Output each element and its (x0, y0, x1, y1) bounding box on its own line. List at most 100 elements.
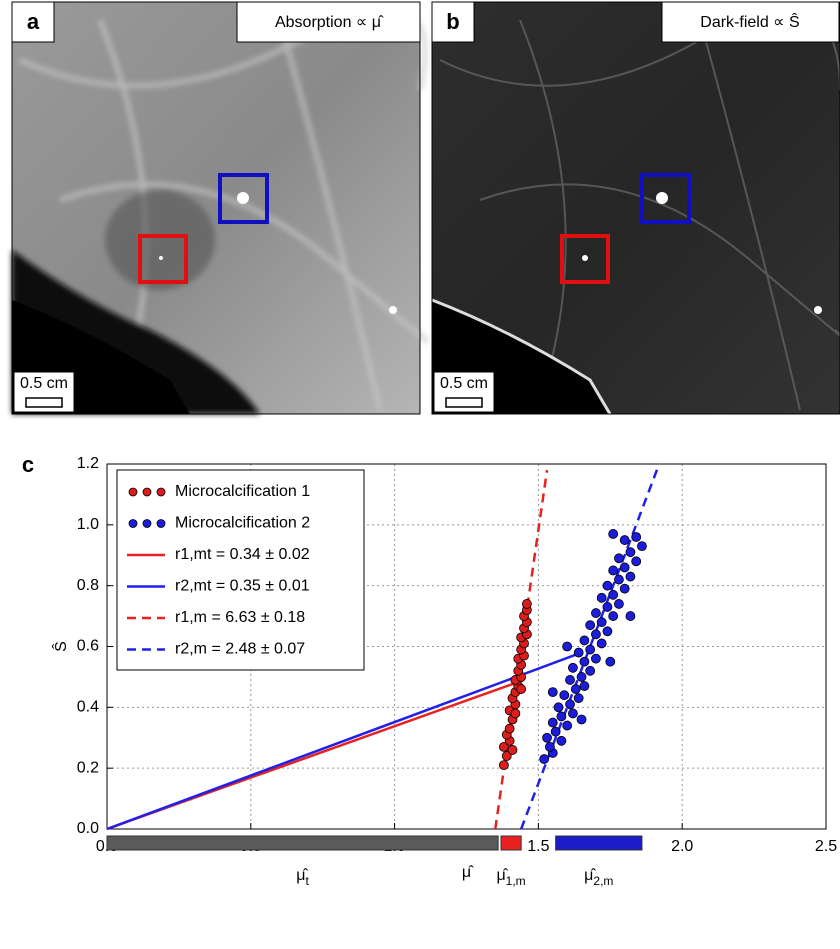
panel-label: a (27, 9, 40, 34)
point (545, 742, 554, 751)
point (568, 709, 577, 718)
range-label: μ̂t (296, 867, 309, 888)
point (580, 636, 589, 645)
point (551, 727, 560, 736)
range-label-sub: 2,m (593, 874, 613, 888)
point (597, 639, 606, 648)
legend-marker (157, 488, 165, 496)
x-tick-label: 2.5 (815, 838, 837, 855)
point (620, 584, 629, 593)
point (606, 657, 615, 666)
point (568, 663, 577, 672)
point (543, 733, 552, 742)
point (614, 554, 623, 563)
x-tick-label: 2.0 (671, 838, 693, 855)
point (540, 755, 549, 764)
panel-caption: Absorption ∝ μ̂ (275, 14, 384, 31)
point (586, 666, 595, 675)
point (637, 542, 646, 551)
point (632, 533, 641, 542)
y-tick-label: 0.6 (77, 638, 99, 655)
absorption-image (12, 2, 427, 414)
point (591, 609, 600, 618)
range-label-sub: t (306, 874, 310, 888)
point (597, 593, 606, 602)
scale-label: 0.5 cm (20, 375, 68, 392)
y-tick-label: 1.0 (77, 516, 99, 533)
legend-label: r1,mt = 0.34 ± 0.02 (175, 546, 310, 563)
point (548, 718, 557, 727)
legend-marker (143, 520, 151, 528)
point (597, 618, 606, 627)
point (609, 612, 618, 621)
point (508, 745, 517, 754)
point (557, 736, 566, 745)
point (626, 548, 635, 557)
point (566, 675, 575, 684)
x-tick-label: 1.5 (527, 838, 549, 855)
point (577, 715, 586, 724)
panel-caption: Dark-field ∝ Ŝ (700, 12, 799, 31)
point (499, 761, 508, 770)
point (580, 657, 589, 666)
legend-marker (143, 488, 151, 496)
point (626, 572, 635, 581)
legend-label: Microcalcification 2 (175, 515, 310, 532)
point (614, 599, 623, 608)
legend-marker (129, 488, 137, 496)
point (603, 581, 612, 590)
point (566, 700, 575, 709)
point (632, 557, 641, 566)
figure: a Absorption ∝ μ̂ 0.5 cm b Dark-field ∝ … (0, 0, 840, 944)
point (586, 645, 595, 654)
legend-marker (157, 520, 165, 528)
y-tick-label: 0.4 (77, 699, 99, 716)
point (517, 685, 526, 694)
dark-field-image (432, 2, 840, 414)
y-axis-label: Ŝ (51, 641, 70, 652)
y-tick-label: 1.2 (77, 455, 99, 472)
y-tick-label: 0.0 (77, 820, 99, 837)
point (574, 648, 583, 657)
point (563, 721, 572, 730)
point (614, 575, 623, 584)
point (620, 563, 629, 572)
range-bar (107, 836, 498, 850)
point (586, 621, 595, 630)
point (603, 602, 612, 611)
x-axis-label: μ̂ (462, 864, 474, 881)
panel-label: c (22, 452, 34, 477)
point (505, 724, 514, 733)
legend-label: r2,mt = 0.35 ± 0.01 (175, 578, 310, 595)
point (563, 642, 572, 651)
point (522, 599, 531, 608)
legend-marker (129, 520, 137, 528)
point (603, 627, 612, 636)
range-label-sub: 1,m (506, 874, 526, 888)
y-tick-label: 0.2 (77, 759, 99, 776)
legend-label: r1,m = 6.63 ± 0.18 (175, 609, 305, 626)
point (574, 694, 583, 703)
range-label: μ̂2,m (584, 867, 613, 888)
y-tick-label: 0.8 (77, 577, 99, 594)
legend-label: Microcalcification 1 (175, 483, 310, 500)
point (591, 630, 600, 639)
point (560, 691, 569, 700)
point (591, 654, 600, 663)
point (548, 688, 557, 697)
panel-label: b (446, 9, 459, 34)
point (511, 709, 520, 718)
point (577, 672, 586, 681)
range-bar (501, 836, 521, 850)
legend-label: r2,m = 2.48 ± 0.07 (175, 641, 305, 658)
range-label: μ̂1,m (496, 867, 525, 888)
scale-label: 0.5 cm (440, 375, 488, 392)
point (580, 682, 589, 691)
point (626, 612, 635, 621)
point (609, 566, 618, 575)
point (557, 712, 566, 721)
point (554, 703, 563, 712)
range-bar (556, 836, 642, 850)
point (609, 590, 618, 599)
point (609, 529, 618, 538)
